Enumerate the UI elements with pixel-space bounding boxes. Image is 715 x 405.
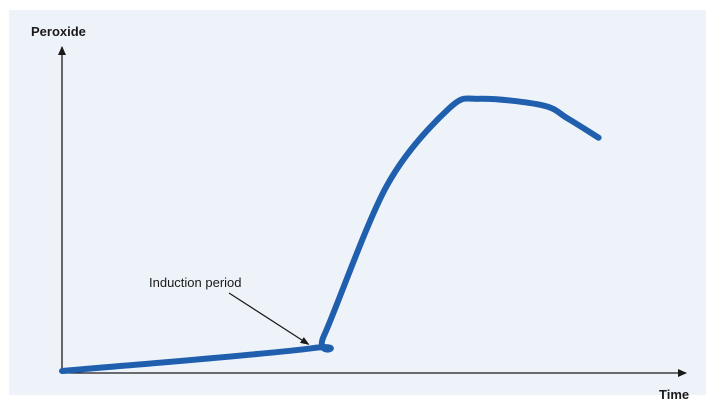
chart-panel bbox=[9, 10, 706, 395]
annotation-arrow bbox=[228, 292, 310, 345]
x-axis-label: Time bbox=[659, 387, 689, 402]
y-axis-label: Peroxide bbox=[31, 24, 86, 39]
annotation-induction-period: Induction period bbox=[149, 275, 242, 290]
series-line-peroxide bbox=[59, 95, 602, 374]
